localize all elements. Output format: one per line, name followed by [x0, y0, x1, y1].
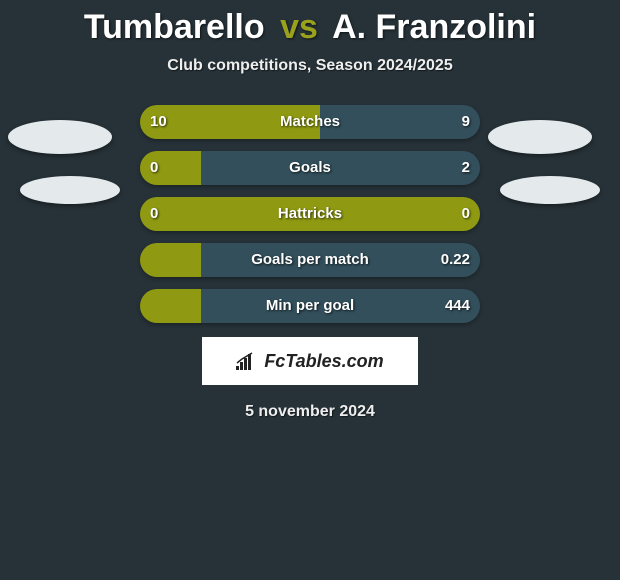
stat-bar-right — [320, 105, 480, 139]
stat-value-left: 0 — [150, 197, 158, 231]
stat-bar-left — [140, 105, 320, 139]
stat-row: Goals per match0.22 — [0, 243, 620, 277]
subtitle: Club competitions, Season 2024/2025 — [0, 57, 620, 75]
stat-bar-left — [140, 197, 480, 231]
stat-value-right: 9 — [462, 105, 470, 139]
stat-value-right: 2 — [462, 151, 470, 185]
stat-value-right: 0.22 — [441, 243, 470, 277]
player2-name: A. Franzolini — [332, 8, 536, 46]
stat-value-left: 10 — [150, 105, 167, 139]
stat-bar-left — [140, 289, 201, 323]
stat-bar-left — [140, 243, 201, 277]
stat-bar — [140, 151, 480, 185]
player1-name: Tumbarello — [84, 8, 265, 46]
stat-value-left: 0 — [150, 151, 158, 185]
club-badge-placeholder — [20, 176, 120, 204]
stat-value-right: 444 — [445, 289, 470, 323]
stat-bar-right — [201, 243, 480, 277]
club-badge-placeholder — [488, 120, 592, 154]
stat-value-right: 0 — [462, 197, 470, 231]
stat-bar — [140, 289, 480, 323]
stat-bar — [140, 243, 480, 277]
stat-bar-right — [201, 289, 480, 323]
club-badge-placeholder — [8, 120, 112, 154]
page-title: Tumbarello vs A. Franzolini — [0, 0, 620, 47]
logo-text: FcTables.com — [264, 351, 383, 372]
date-label: 5 november 2024 — [0, 403, 620, 421]
site-logo: FcTables.com — [202, 337, 418, 385]
stat-bar-right — [201, 151, 480, 185]
vs-label: vs — [280, 8, 318, 46]
stat-bar — [140, 197, 480, 231]
stat-row: Min per goal444 — [0, 289, 620, 323]
stat-bar — [140, 105, 480, 139]
club-badge-placeholder — [500, 176, 600, 204]
